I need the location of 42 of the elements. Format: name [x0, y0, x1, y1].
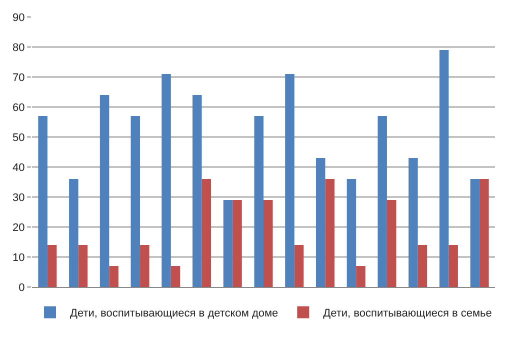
bar [418, 245, 428, 287]
bar [69, 179, 78, 287]
y-tick-label: 40 [12, 162, 25, 174]
bar [408, 158, 418, 287]
bar [294, 245, 304, 287]
bar [439, 50, 449, 287]
bar [378, 116, 387, 287]
y-tick-label: 60 [12, 102, 25, 114]
bar [254, 116, 264, 287]
bar [232, 200, 242, 287]
bar [38, 116, 48, 287]
legend-label: Дети, воспитывающиеся в семье [323, 308, 492, 320]
legend-label: Дети, воспитывающиеся в детском доме [70, 308, 278, 320]
bar [78, 245, 88, 287]
bar [100, 95, 110, 287]
bar [285, 74, 294, 287]
bar [480, 179, 489, 287]
bar [316, 158, 326, 287]
bar [448, 245, 458, 287]
bar [325, 179, 334, 287]
y-tick-label: 0 [18, 282, 25, 294]
y-tick-label: 50 [12, 132, 25, 144]
bar [162, 74, 171, 287]
y-tick-label: 70 [12, 72, 25, 84]
bar [130, 116, 140, 287]
bar [356, 266, 366, 287]
y-tick-label: 30 [12, 192, 25, 204]
bar [47, 245, 57, 287]
bar [202, 179, 212, 287]
bar [346, 179, 356, 287]
bar [223, 200, 233, 287]
bar [264, 200, 273, 287]
bar [140, 245, 150, 287]
bar [386, 200, 396, 287]
y-tick-label: 10 [12, 252, 25, 264]
y-tick-label: 80 [12, 42, 25, 54]
y-tick-label: 90 [12, 12, 25, 24]
bar [109, 266, 118, 287]
bar [192, 95, 202, 287]
bar [470, 179, 480, 287]
bar [170, 266, 180, 287]
y-tick-label: 20 [12, 222, 25, 234]
